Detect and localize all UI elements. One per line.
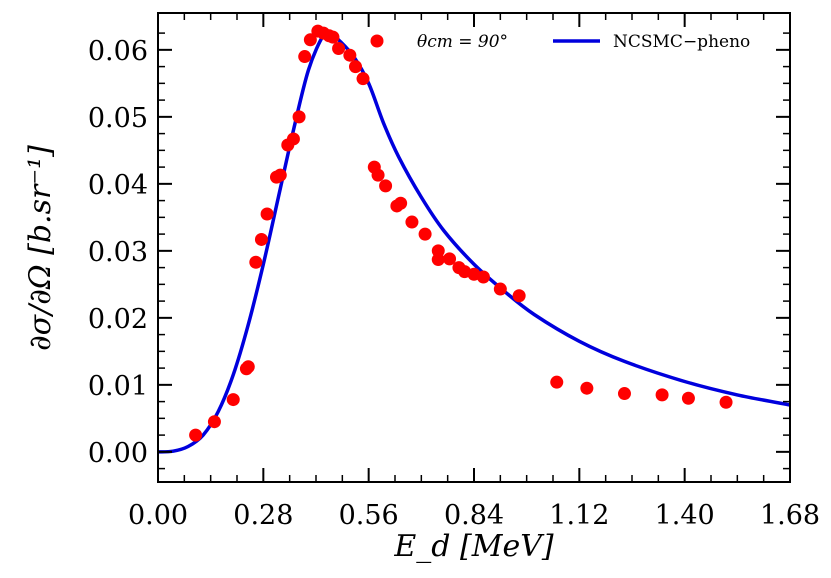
legend-data-label: θcm = 90°	[417, 32, 508, 52]
x-tick-label: 0.00	[128, 500, 188, 531]
y-tick-label: 0.05	[88, 103, 148, 134]
plot-frame	[157, 12, 791, 483]
data-point	[298, 50, 312, 64]
data-point	[476, 270, 490, 284]
data-point	[550, 375, 564, 389]
y-axis-title: ∂σ/∂Ω [b.sr⁻¹]	[23, 145, 58, 351]
data-point	[617, 387, 631, 401]
data-point	[681, 391, 695, 405]
x-axis-title: E_d [MeV]	[393, 529, 553, 564]
data-point	[189, 428, 203, 442]
data-layer	[189, 24, 733, 442]
data-point	[719, 395, 733, 409]
curve-layer	[158, 30, 790, 454]
data-point	[286, 132, 300, 146]
data-point	[292, 110, 306, 124]
x-tick-label: 0.84	[444, 500, 504, 531]
x-tick-label: 1.12	[549, 500, 609, 531]
data-point	[241, 360, 255, 374]
data-point	[371, 168, 385, 182]
data-point	[273, 168, 287, 182]
y-tick-label: 0.01	[88, 371, 148, 402]
y-tick-label: 0.06	[88, 36, 148, 67]
legend: θcm = 90° NCSMC−pheno	[370, 32, 750, 52]
data-point	[493, 282, 507, 296]
data-point	[356, 72, 370, 86]
data-point	[207, 415, 221, 429]
data-point	[418, 227, 432, 241]
data-point	[249, 255, 263, 269]
data-point	[443, 252, 457, 266]
data-point	[405, 215, 419, 229]
y-tick-label: 0.02	[88, 304, 148, 335]
x-tick-label: 1.68	[760, 500, 820, 531]
x-tick-label: 0.28	[233, 500, 293, 531]
data-point	[326, 30, 340, 44]
data-point	[343, 48, 357, 62]
y-tick-label: 0.03	[88, 237, 148, 268]
data-point	[226, 393, 240, 407]
data-point	[303, 33, 317, 47]
data-point	[655, 388, 669, 402]
legend-curve-label: NCSMC−pheno	[613, 32, 750, 52]
tick-layer: 0.00 0.28 0.56 0.84 1.12 1.40 1.68 0.00 0.01 0.02…	[88, 13, 820, 531]
data-point	[379, 179, 393, 193]
x-tick-label: 1.40	[655, 500, 715, 531]
data-point	[349, 60, 362, 74]
legend-data-marker	[370, 34, 384, 48]
data-point	[254, 232, 268, 246]
data-point	[260, 207, 274, 221]
data-point	[394, 196, 408, 210]
ncsmc-curve	[158, 30, 790, 454]
x-tick-label: 0.56	[339, 500, 399, 531]
data-point	[580, 381, 594, 395]
data-point	[431, 253, 445, 267]
data-point	[332, 42, 346, 56]
data-point	[512, 289, 526, 303]
y-tick-label: 0.00	[88, 438, 148, 469]
y-tick-label: 0.04	[88, 170, 148, 201]
